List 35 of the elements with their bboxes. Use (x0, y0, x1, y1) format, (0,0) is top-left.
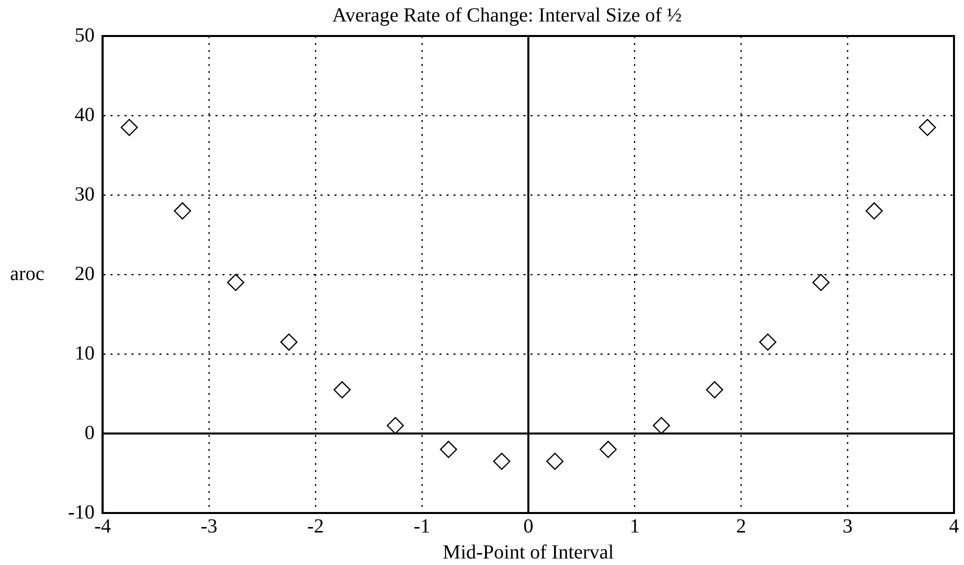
x-tick-label: -4 (94, 515, 111, 538)
y-tick-label: 0 (84, 422, 95, 444)
point (866, 202, 883, 220)
point (706, 381, 724, 398)
y-tick-label: 30 (74, 183, 95, 206)
point (652, 416, 670, 434)
point (546, 452, 564, 470)
x-tick-label: 3 (842, 515, 853, 538)
y-tick-label: 50 (74, 24, 95, 46)
x-tick-label: 2 (736, 515, 746, 538)
point (120, 118, 138, 136)
point (280, 333, 298, 351)
point (812, 274, 830, 292)
y-axis-title: aroc (10, 262, 45, 285)
point (600, 440, 617, 458)
x-tick-label: 1 (630, 515, 640, 538)
y-tick-label: 10 (74, 342, 95, 364)
x-tick-label: -3 (200, 515, 218, 538)
point (759, 333, 776, 351)
y-tick-label: 20 (74, 262, 95, 285)
chart-title: Average Rate of Change: Interval Size of ½ (332, 4, 682, 26)
x-tick-label: -1 (414, 515, 430, 538)
x-tick-label: 4 (949, 515, 959, 538)
y-tick-label: 40 (74, 104, 95, 126)
point (227, 274, 244, 292)
point (334, 381, 351, 398)
y-tick-label: -10 (68, 501, 95, 524)
point (918, 118, 936, 136)
point (493, 452, 510, 470)
x-tick-label: -2 (307, 515, 324, 538)
x-tick-label: 0 (523, 515, 534, 538)
point (174, 202, 192, 220)
point (440, 440, 458, 458)
point (386, 416, 404, 434)
x-axis-title: Mid-Point of Interval (442, 541, 614, 564)
